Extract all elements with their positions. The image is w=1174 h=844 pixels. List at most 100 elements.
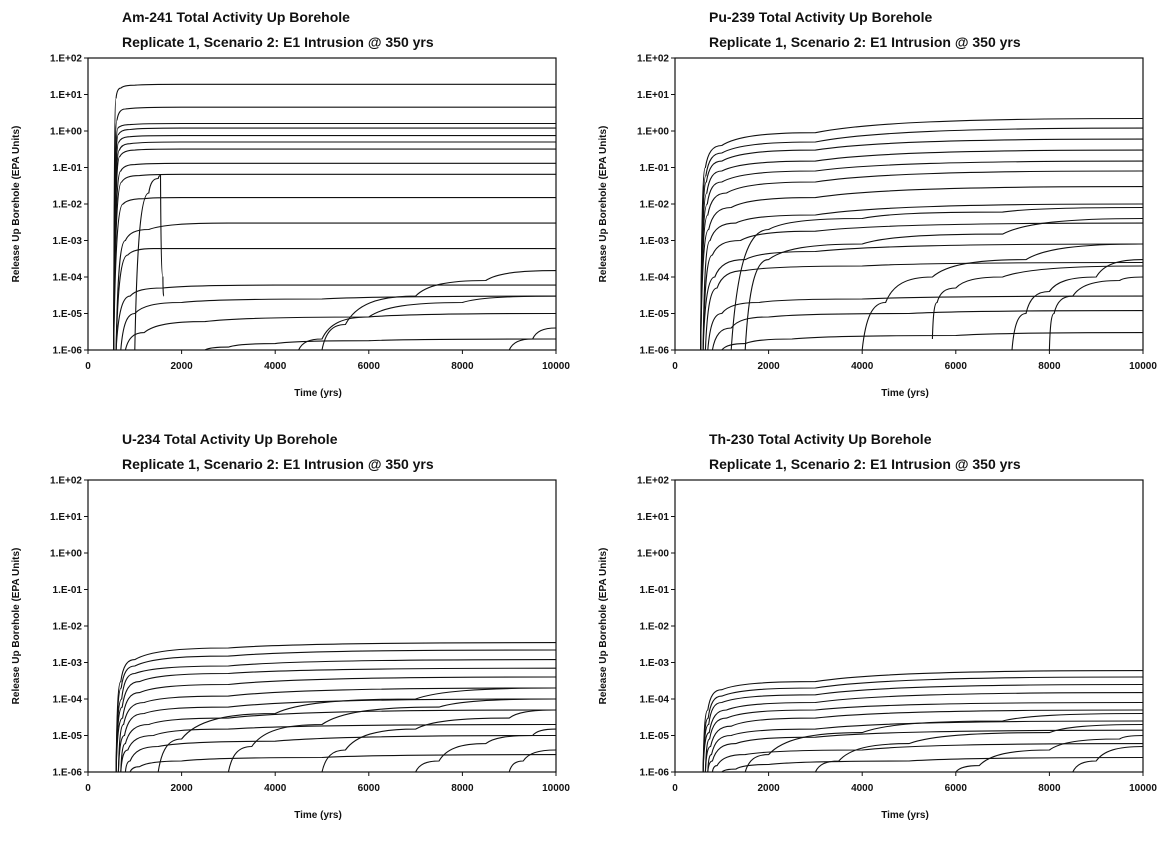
- y-tick-label: 1.E+01: [50, 512, 82, 523]
- chart-svg: Th-230 Total Activity Up Borehole Replica…: [598, 431, 1157, 821]
- y-tick-label: 1.E-01: [640, 163, 670, 174]
- series-line-1: [700, 127, 1143, 350]
- y-tick-label: 1.E-01: [53, 585, 83, 596]
- y-axis-label: Release Up Borehole (EPA Units): [598, 126, 609, 283]
- x-tick-label: 2000: [757, 361, 780, 372]
- x-tick-label: 10000: [1129, 361, 1157, 372]
- series-line-4: [115, 676, 556, 772]
- y-tick-label: 1.E-06: [53, 768, 83, 779]
- chart-title: Th-230 Total Activity Up Borehole: [709, 431, 932, 447]
- series-line-4: [704, 701, 1143, 772]
- y-tick-label: 1.E-06: [640, 346, 670, 357]
- series-line-5: [117, 687, 556, 772]
- series-line-8: [120, 723, 556, 772]
- series-line-3: [702, 692, 1143, 772]
- x-tick-label: 10000: [1129, 783, 1157, 794]
- y-tick-label: 1.E-05: [640, 731, 670, 742]
- chart-svg: Pu-239 Total Activity Up Borehole Replica…: [598, 9, 1157, 399]
- series-line-3: [115, 667, 556, 772]
- chart-panel-am241: Am-241 Total Activity Up Borehole Replica…: [0, 0, 587, 422]
- series-group: [115, 642, 556, 772]
- series-line-11: [814, 723, 1143, 772]
- x-axis-label: Time (yrs): [294, 388, 342, 399]
- series-line-6: [113, 148, 556, 350]
- series-line-13: [1072, 745, 1143, 772]
- y-axis-label: Release Up Borehole (EPA Units): [11, 548, 22, 705]
- y-tick-label: 1.E-04: [640, 695, 670, 706]
- series-line-2: [113, 122, 556, 350]
- y-tick-label: 1.E+02: [637, 54, 669, 65]
- y-tick-label: 1.E-04: [53, 273, 83, 284]
- series-line-6: [117, 698, 556, 772]
- chart-title: Am-241 Total Activity Up Borehole: [122, 9, 350, 25]
- series-line-14: [415, 728, 556, 772]
- chart-subtitle: Replicate 1, Scenario 2: E1 Intrusion @ …: [709, 34, 1021, 50]
- series-line-8: [702, 222, 1143, 350]
- series-line-17: [931, 265, 1143, 340]
- series-line-11: [115, 248, 556, 350]
- plot-area: [87, 57, 557, 351]
- y-tick-label: 1.E+02: [50, 54, 82, 65]
- x-tick-label: 10000: [542, 783, 570, 794]
- series-line-2: [115, 659, 556, 772]
- y-tick-label: 1.E-02: [640, 622, 670, 633]
- series-line-10: [744, 712, 1143, 772]
- series-line-9: [702, 243, 1143, 350]
- y-tick-label: 1.E-05: [53, 309, 83, 320]
- y-tick-label: 1.E+02: [50, 476, 82, 487]
- x-tick-label: 0: [85, 361, 91, 372]
- plot-area: [674, 479, 1144, 773]
- x-tick-label: 4000: [264, 361, 287, 372]
- series-line-6: [700, 186, 1143, 350]
- y-axis-label: Release Up Borehole (EPA Units): [11, 126, 22, 283]
- x-tick-label: 6000: [358, 361, 381, 372]
- series-line-8: [711, 743, 1143, 772]
- series-line-1: [113, 106, 556, 350]
- series-line-6: [707, 720, 1143, 772]
- x-tick-label: 0: [672, 783, 678, 794]
- series-line-9: [124, 734, 556, 772]
- x-tick-label: 6000: [945, 783, 968, 794]
- y-tick-label: 1.E-04: [53, 695, 83, 706]
- chart-panel-u234: U-234 Total Activity Up Borehole Replicat…: [0, 422, 587, 844]
- series-line-19: [1048, 276, 1143, 350]
- x-tick-label: 8000: [451, 783, 474, 794]
- series-line-2: [700, 138, 1143, 350]
- series-line-11: [707, 295, 1143, 350]
- series-group: [113, 83, 556, 350]
- series-line-12: [227, 698, 556, 772]
- y-tick-label: 1.E-04: [640, 273, 670, 284]
- x-tick-label: 8000: [451, 361, 474, 372]
- series-line-13: [721, 332, 1143, 350]
- series-line-2: [702, 683, 1143, 772]
- x-tick-label: 2000: [757, 783, 780, 794]
- series-line-10: [115, 222, 556, 350]
- series-line-17: [298, 295, 556, 350]
- series-line-12: [955, 734, 1143, 772]
- y-tick-label: 1.E+00: [637, 127, 669, 138]
- series-line-8: [113, 173, 556, 350]
- y-axis-label: Release Up Borehole (EPA Units): [598, 548, 609, 705]
- y-tick-label: 1.E+01: [637, 512, 669, 523]
- series-line-5: [700, 170, 1143, 350]
- series-group: [702, 670, 1143, 772]
- x-tick-label: 4000: [851, 361, 874, 372]
- y-tick-label: 1.E-06: [640, 768, 670, 779]
- y-tick-label: 1.E+00: [50, 549, 82, 560]
- series-line-18: [1011, 259, 1143, 350]
- y-tick-label: 1.E-06: [53, 346, 83, 357]
- series-line-12: [711, 310, 1143, 350]
- y-tick-label: 1.E-02: [53, 622, 83, 633]
- series-line-19: [204, 338, 556, 350]
- x-tick-label: 6000: [945, 361, 968, 372]
- series-line-1: [115, 649, 556, 772]
- y-tick-label: 1.E-05: [53, 731, 83, 742]
- x-tick-label: 4000: [851, 783, 874, 794]
- x-tick-label: 8000: [1038, 361, 1061, 372]
- series-line-11: [157, 687, 556, 772]
- series-line-14: [744, 217, 1143, 350]
- series-line-0: [113, 83, 556, 350]
- y-tick-label: 1.E+00: [50, 127, 82, 138]
- y-tick-label: 1.E-03: [53, 658, 83, 669]
- chart-svg: Am-241 Total Activity Up Borehole Replica…: [11, 9, 570, 399]
